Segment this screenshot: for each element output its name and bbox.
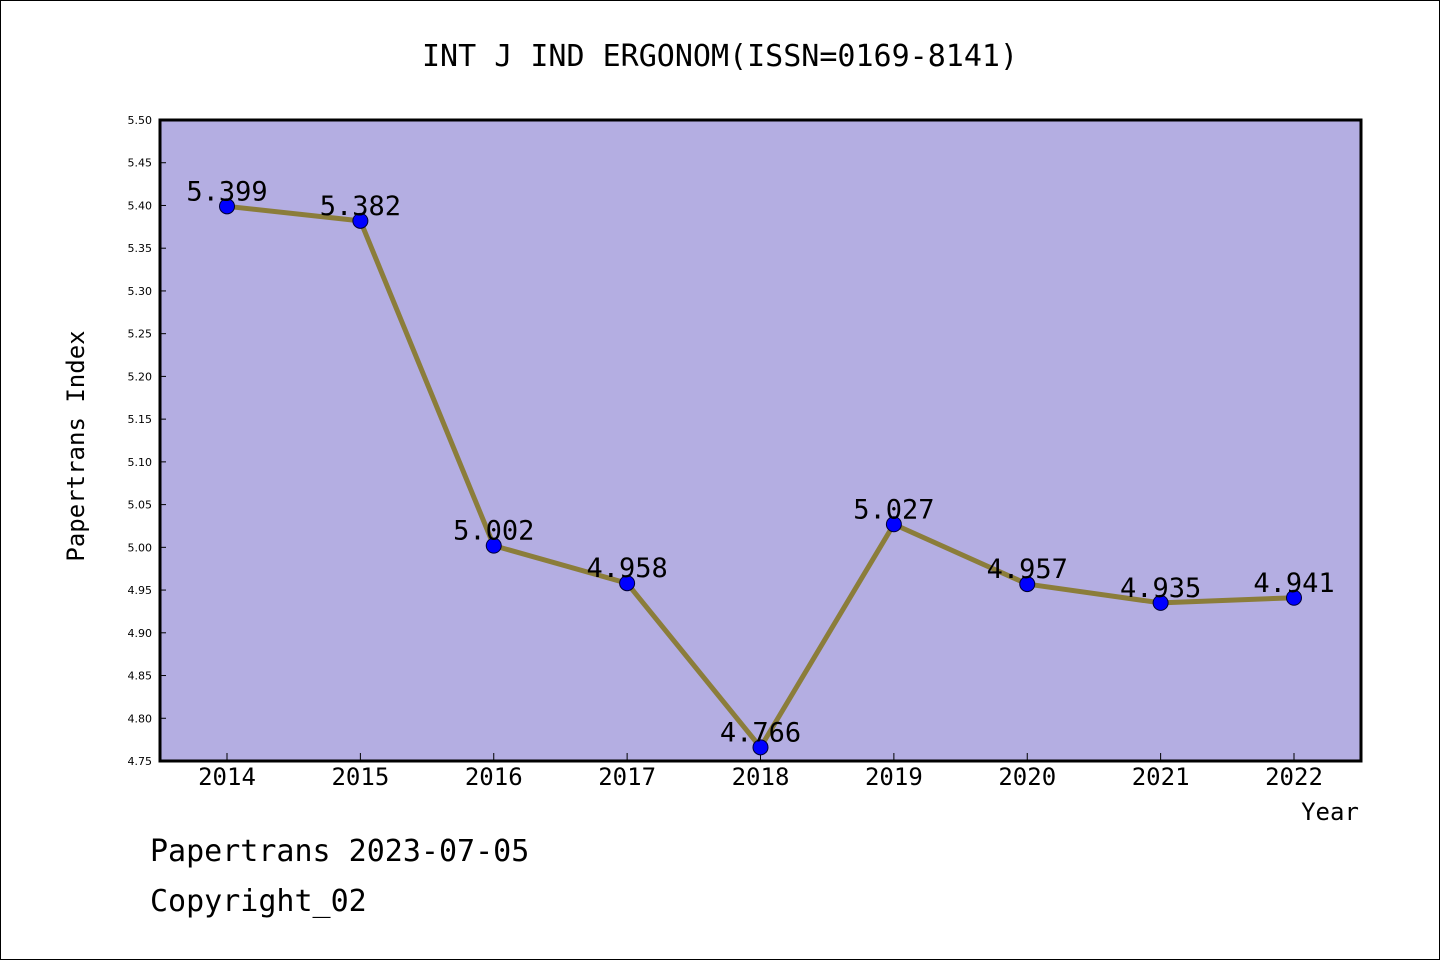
y-tick-label: 5.40	[128, 199, 153, 212]
footer-copyright: Copyright_02	[150, 884, 367, 919]
y-tick-label: 5.30	[128, 285, 153, 298]
data-label: 5.002	[453, 516, 534, 547]
data-point	[219, 198, 235, 215]
y-tick-label: 5.35	[128, 242, 153, 255]
data-point	[352, 212, 369, 229]
data-point	[1286, 589, 1302, 606]
x-tick-label: 2020	[998, 763, 1056, 791]
data-point	[752, 739, 769, 756]
data-point	[1152, 594, 1169, 611]
data-point	[885, 516, 902, 533]
x-axis-label: Year	[1301, 798, 1359, 826]
y-tick-label: 5.00	[128, 541, 153, 554]
y-tick-label: 4.95	[128, 584, 153, 597]
y-tick-label: 5.45	[128, 157, 153, 170]
data-point	[619, 575, 636, 592]
y-tick-label: 4.85	[128, 670, 153, 683]
y-tick-label: 5.20	[128, 370, 153, 383]
data-label: 4.957	[987, 554, 1068, 585]
x-tick-label: 2022	[1265, 763, 1323, 791]
y-axis-label: Papertrans Index	[62, 330, 90, 561]
data-label: 4.941	[1253, 568, 1334, 599]
x-tick-label: 2017	[598, 763, 656, 791]
y-tick-label: 5.05	[128, 499, 153, 512]
data-label: 4.935	[1120, 573, 1201, 604]
y-tick-label: 4.80	[128, 712, 153, 725]
plot-border	[158, 118, 1363, 763]
x-tick-label: 2019	[865, 763, 923, 791]
y-tick-label: 4.90	[128, 627, 153, 640]
x-tick-label: 2018	[732, 763, 790, 791]
y-tick-label: 5.25	[128, 328, 153, 341]
x-tick-label: 2016	[465, 763, 523, 791]
y-tick-label: 5.15	[128, 413, 153, 426]
data-label: 4.958	[586, 553, 667, 584]
footer-date: Papertrans 2023-07-05	[150, 834, 530, 869]
x-tick-label: 2015	[331, 763, 389, 791]
y-tick-label: 4.75	[128, 755, 153, 768]
data-label: 5.027	[853, 494, 934, 525]
data-point	[485, 537, 502, 554]
data-label: 4.766	[720, 717, 801, 748]
y-tick-label: 5.10	[128, 456, 153, 469]
data-label: 5.399	[186, 176, 267, 207]
data-point	[1019, 576, 1036, 593]
data-label: 5.382	[320, 191, 401, 222]
x-tick-label: 2014	[198, 763, 256, 791]
x-tick-label: 2021	[1132, 763, 1190, 791]
chart-title: INT J IND ERGONOM(ISSN=0169-8141)	[422, 39, 1018, 74]
y-tick-label: 5.50	[128, 114, 153, 127]
